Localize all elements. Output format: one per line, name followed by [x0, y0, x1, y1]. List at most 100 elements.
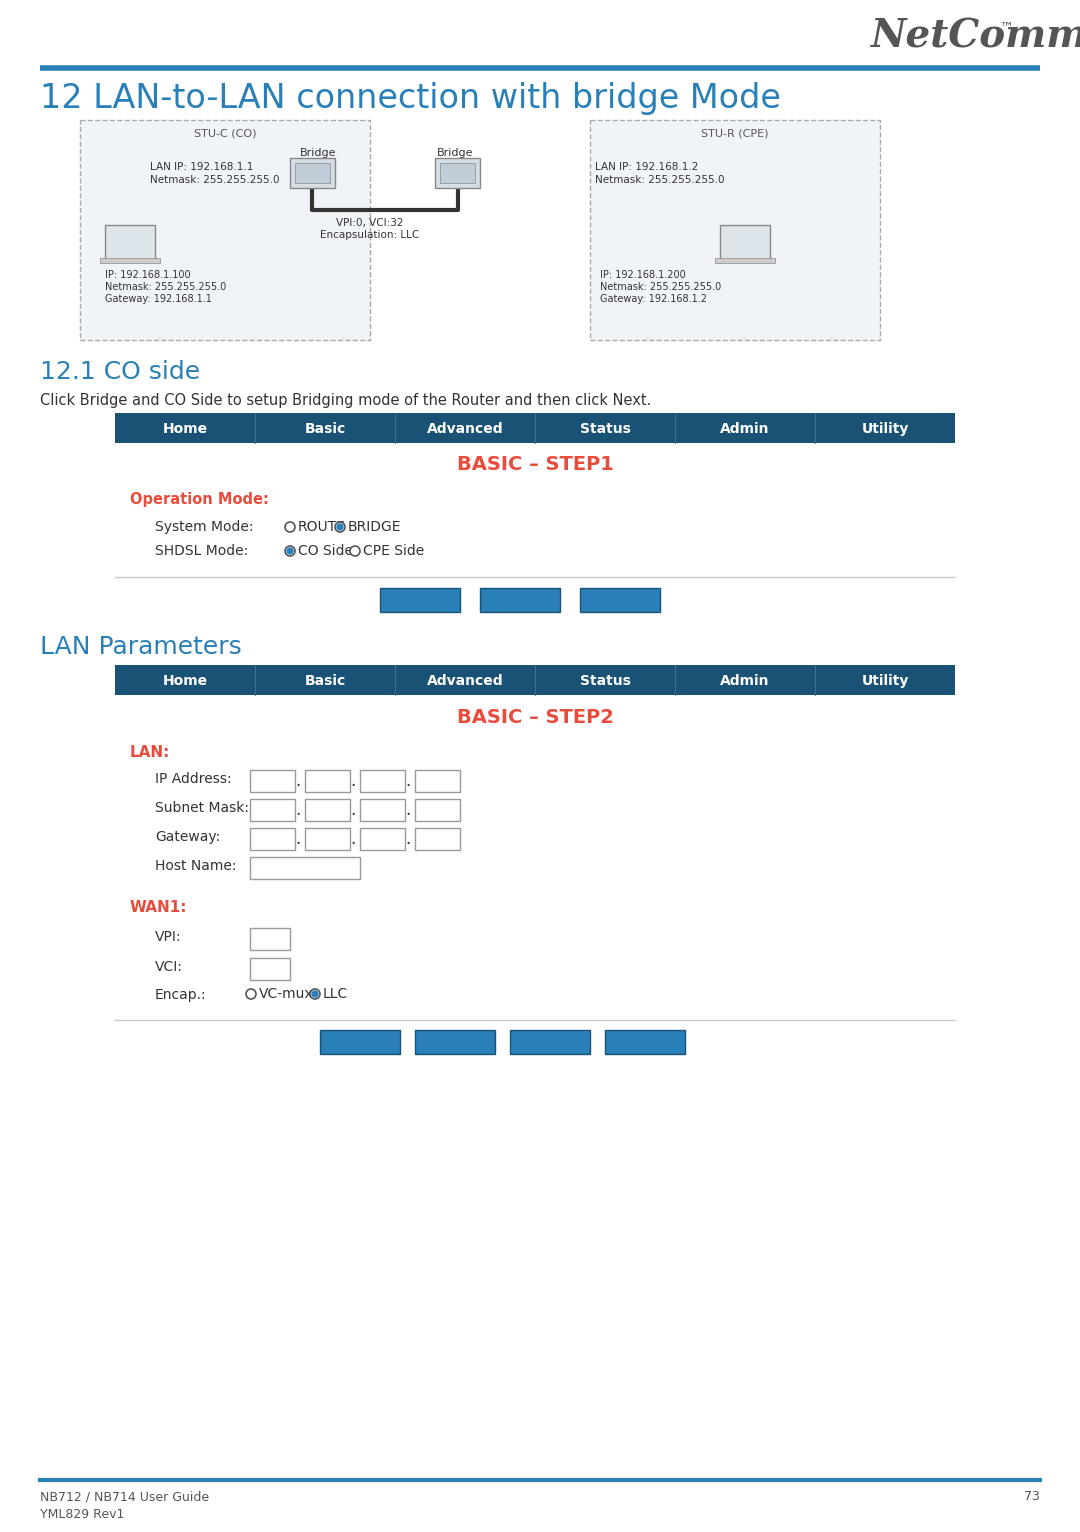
Text: Home: Home	[162, 674, 207, 688]
Text: Gateway: 192.168.1.2: Gateway: 192.168.1.2	[600, 294, 707, 303]
Text: SHDSL Mode:: SHDSL Mode:	[156, 544, 248, 558]
FancyBboxPatch shape	[415, 800, 460, 821]
FancyBboxPatch shape	[249, 958, 291, 980]
Text: Click Bridge and CO Side to setup Bridging mode of the Router and then click Nex: Click Bridge and CO Side to setup Bridgi…	[40, 394, 651, 408]
Text: VPI:0, VCI:32
Encapsulation: LLC: VPI:0, VCI:32 Encapsulation: LLC	[321, 218, 420, 239]
Text: 192: 192	[260, 775, 284, 787]
Text: Utility: Utility	[862, 421, 908, 437]
Text: Next: Next	[604, 594, 636, 607]
Text: WAN1:: WAN1:	[130, 899, 188, 915]
Text: Status: Status	[580, 674, 631, 688]
Text: NetComm: NetComm	[870, 18, 1080, 57]
Text: IP: 192.168.1.100: IP: 192.168.1.100	[105, 270, 191, 280]
Text: LAN IP: 192.168.1.2: LAN IP: 192.168.1.2	[595, 162, 699, 172]
Text: STU-C (CO): STU-C (CO)	[193, 129, 256, 138]
Text: Encap.:: Encap.:	[156, 988, 206, 1002]
Text: BASIC – STEP1: BASIC – STEP1	[457, 455, 613, 473]
Text: Gateway: 192.168.1.1: Gateway: 192.168.1.1	[105, 294, 212, 303]
Text: VPI:: VPI:	[156, 930, 181, 944]
Text: 0: 0	[266, 933, 274, 945]
Circle shape	[246, 990, 256, 999]
Text: 1: 1	[379, 833, 387, 846]
FancyBboxPatch shape	[105, 225, 156, 260]
Text: 12.1 CO side: 12.1 CO side	[40, 360, 200, 385]
Text: 255: 255	[260, 804, 284, 817]
Text: CO Side: CO Side	[298, 544, 353, 558]
Text: 255: 255	[370, 804, 394, 817]
FancyBboxPatch shape	[305, 827, 350, 850]
Text: Netmask: 255.255.255.0: Netmask: 255.255.255.0	[105, 282, 226, 293]
FancyBboxPatch shape	[360, 827, 405, 850]
Text: NB712 / NB714 User Guide: NB712 / NB714 User Guide	[40, 1491, 210, 1503]
Text: 168: 168	[315, 833, 339, 846]
Text: Utility: Utility	[862, 674, 908, 688]
Circle shape	[337, 524, 343, 530]
Text: Admin: Admin	[720, 421, 770, 437]
FancyBboxPatch shape	[440, 162, 475, 182]
FancyBboxPatch shape	[305, 800, 350, 821]
Text: Bridge: Bridge	[300, 149, 336, 158]
FancyBboxPatch shape	[360, 800, 405, 821]
Text: LAN Parameters: LAN Parameters	[40, 634, 242, 659]
FancyBboxPatch shape	[415, 1030, 495, 1054]
Text: Netmask: 255.255.255.0: Netmask: 255.255.255.0	[150, 175, 280, 185]
Text: LAN:: LAN:	[130, 745, 171, 760]
FancyBboxPatch shape	[114, 414, 955, 443]
FancyBboxPatch shape	[80, 119, 370, 340]
Text: Cancel: Cancel	[432, 1036, 478, 1049]
Text: System Mode:: System Mode:	[156, 519, 254, 535]
Text: IP Address:: IP Address:	[156, 772, 231, 786]
Text: Operation Mode:: Operation Mode:	[130, 492, 269, 507]
FancyBboxPatch shape	[295, 162, 330, 182]
Text: Host Name:: Host Name:	[156, 859, 237, 873]
FancyBboxPatch shape	[415, 771, 460, 792]
Text: Netmask: 255.255.255.0: Netmask: 255.255.255.0	[595, 175, 725, 185]
Text: Back: Back	[343, 1036, 377, 1049]
Text: Advanced: Advanced	[427, 421, 503, 437]
Text: 192: 192	[260, 833, 284, 846]
Circle shape	[312, 991, 318, 997]
Text: Status: Status	[580, 421, 631, 437]
Text: Advanced: Advanced	[427, 674, 503, 688]
FancyBboxPatch shape	[415, 827, 460, 850]
Text: Reset: Reset	[500, 594, 540, 607]
Text: STU-R (CPE): STU-R (CPE)	[701, 129, 769, 138]
Text: Netmask: 255.255.255.0: Netmask: 255.255.255.0	[600, 282, 721, 293]
FancyBboxPatch shape	[114, 665, 955, 696]
Text: Reset: Reset	[530, 1036, 570, 1049]
Text: .: .	[295, 772, 300, 791]
Text: .: .	[295, 830, 300, 849]
Text: 12 LAN-to-LAN connection with bridge Mode: 12 LAN-to-LAN connection with bridge Mod…	[40, 83, 781, 115]
FancyBboxPatch shape	[510, 1030, 590, 1054]
Text: Home: Home	[162, 421, 207, 437]
Circle shape	[310, 990, 320, 999]
FancyBboxPatch shape	[480, 588, 561, 611]
FancyBboxPatch shape	[715, 257, 775, 264]
Text: BASIC – STEP2: BASIC – STEP2	[457, 708, 613, 728]
Text: SOHO: SOHO	[255, 861, 292, 875]
Text: Bridge: Bridge	[436, 149, 473, 158]
FancyBboxPatch shape	[249, 800, 295, 821]
Text: .: .	[405, 801, 410, 820]
Text: ™: ™	[1000, 20, 1014, 34]
Text: 168: 168	[315, 775, 339, 787]
FancyBboxPatch shape	[320, 1030, 400, 1054]
Circle shape	[287, 548, 293, 555]
FancyBboxPatch shape	[720, 225, 770, 260]
Text: 73: 73	[1024, 1491, 1040, 1503]
FancyBboxPatch shape	[590, 119, 880, 340]
Text: LLC: LLC	[323, 987, 348, 1000]
Text: .: .	[295, 801, 300, 820]
Text: VCI:: VCI:	[156, 961, 183, 974]
Text: .: .	[405, 830, 410, 849]
FancyBboxPatch shape	[100, 257, 160, 264]
FancyBboxPatch shape	[605, 1030, 685, 1054]
Circle shape	[335, 522, 345, 532]
Text: .: .	[405, 772, 410, 791]
FancyBboxPatch shape	[380, 588, 460, 611]
FancyBboxPatch shape	[291, 158, 335, 188]
FancyBboxPatch shape	[249, 856, 360, 879]
Circle shape	[350, 545, 360, 556]
FancyBboxPatch shape	[360, 771, 405, 792]
FancyBboxPatch shape	[249, 928, 291, 950]
